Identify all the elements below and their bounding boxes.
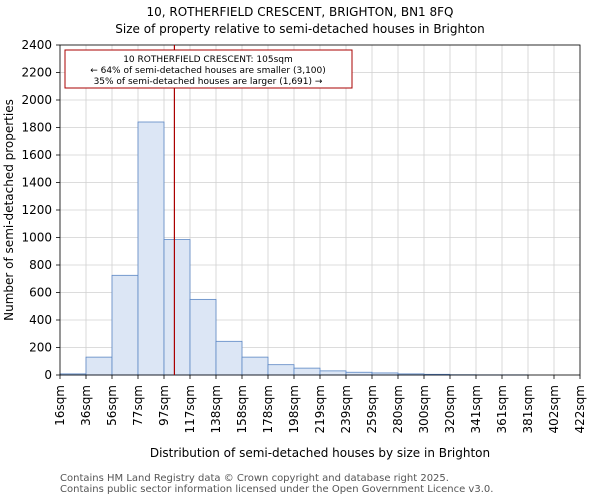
x-tick-label: 259sqm [365,385,379,433]
x-tick-label: 77sqm [131,385,145,426]
x-tick-label: 422sqm [573,385,587,433]
x-tick-label: 219sqm [313,385,327,433]
y-tick-label: 200 [29,341,52,355]
y-tick-label: 400 [29,313,52,327]
x-tick-label: 16sqm [53,385,67,426]
histogram-bar [319,370,347,376]
histogram-bar [137,121,165,376]
histogram-bar [163,239,191,376]
y-tick-label: 600 [29,286,52,300]
y-tick-label: 1800 [21,121,52,135]
footer-copyright: Contains HM Land Registry data © Crown c… [60,473,449,484]
annotation-line-3: 35% of semi-detached houses are larger (… [94,77,323,87]
bars [59,121,529,376]
histogram-bar [189,298,217,376]
x-tick-label: 117sqm [183,385,197,433]
x-tick-label: 138sqm [209,385,223,433]
y-axis-ticks: 0 200 400 600 800 1000 1200 1400 1600 1800 2000 220… [21,38,60,382]
x-axis-label: Distribution of semi-detached houses by … [150,446,490,460]
histogram-bar [345,371,373,376]
histogram-bar [267,364,295,376]
x-tick-label: 280sqm [391,385,405,433]
x-tick-label: 361sqm [495,385,509,433]
x-tick-label: 97sqm [157,385,171,426]
x-tick-label: 56sqm [105,385,119,426]
y-tick-label: 800 [29,258,52,272]
annotation-box: 10 ROTHERFIELD CRESCENT: 105sqm ← 64% of… [64,49,353,89]
histogram-bar [111,274,139,376]
y-tick-label: 1600 [21,148,52,162]
x-tick-label: 341sqm [469,385,483,433]
x-tick-label: 158sqm [235,385,249,433]
y-tick-label: 1000 [21,231,52,245]
y-tick-label: 2000 [21,93,52,107]
histogram-bar [85,356,113,376]
histogram-bar [215,340,243,376]
annotation-border [64,49,353,89]
x-tick-label: 36sqm [79,385,93,426]
x-tick-label: 178sqm [261,385,275,433]
chart-subtitle: Size of property relative to semi-detach… [115,22,484,36]
x-tick-label: 320sqm [443,385,457,433]
chart-title: 10, ROTHERFIELD CRESCENT, BRIGHTON, BN1 … [147,5,454,19]
y-tick-label: 2200 [21,66,52,80]
annotation-line-2: ← 64% of semi-detached houses are smalle… [90,66,326,76]
footer-licence: Contains public sector information licen… [60,484,494,495]
y-tick-label: 1200 [21,203,52,217]
x-tick-label: 239sqm [339,385,353,433]
y-tick-label: 2400 [21,38,52,52]
x-tick-label: 402sqm [547,385,561,433]
x-axis-ticks: 16sqm 36sqm 56sqm 77sqm 97sqm 117sqm 138sqm 158… [53,375,587,433]
y-axis-label: Number of semi-detached properties [2,99,16,321]
annotation-line-1: 10 ROTHERFIELD CRESCENT: 105sqm [123,55,293,65]
x-tick-label: 300sqm [417,385,431,433]
x-tick-label: 381sqm [521,385,535,433]
y-tick-label: 0 [44,368,52,382]
histogram-bar [293,367,321,376]
y-tick-label: 1400 [21,176,52,190]
histogram-bar [241,356,269,376]
x-tick-label: 198sqm [287,385,301,433]
